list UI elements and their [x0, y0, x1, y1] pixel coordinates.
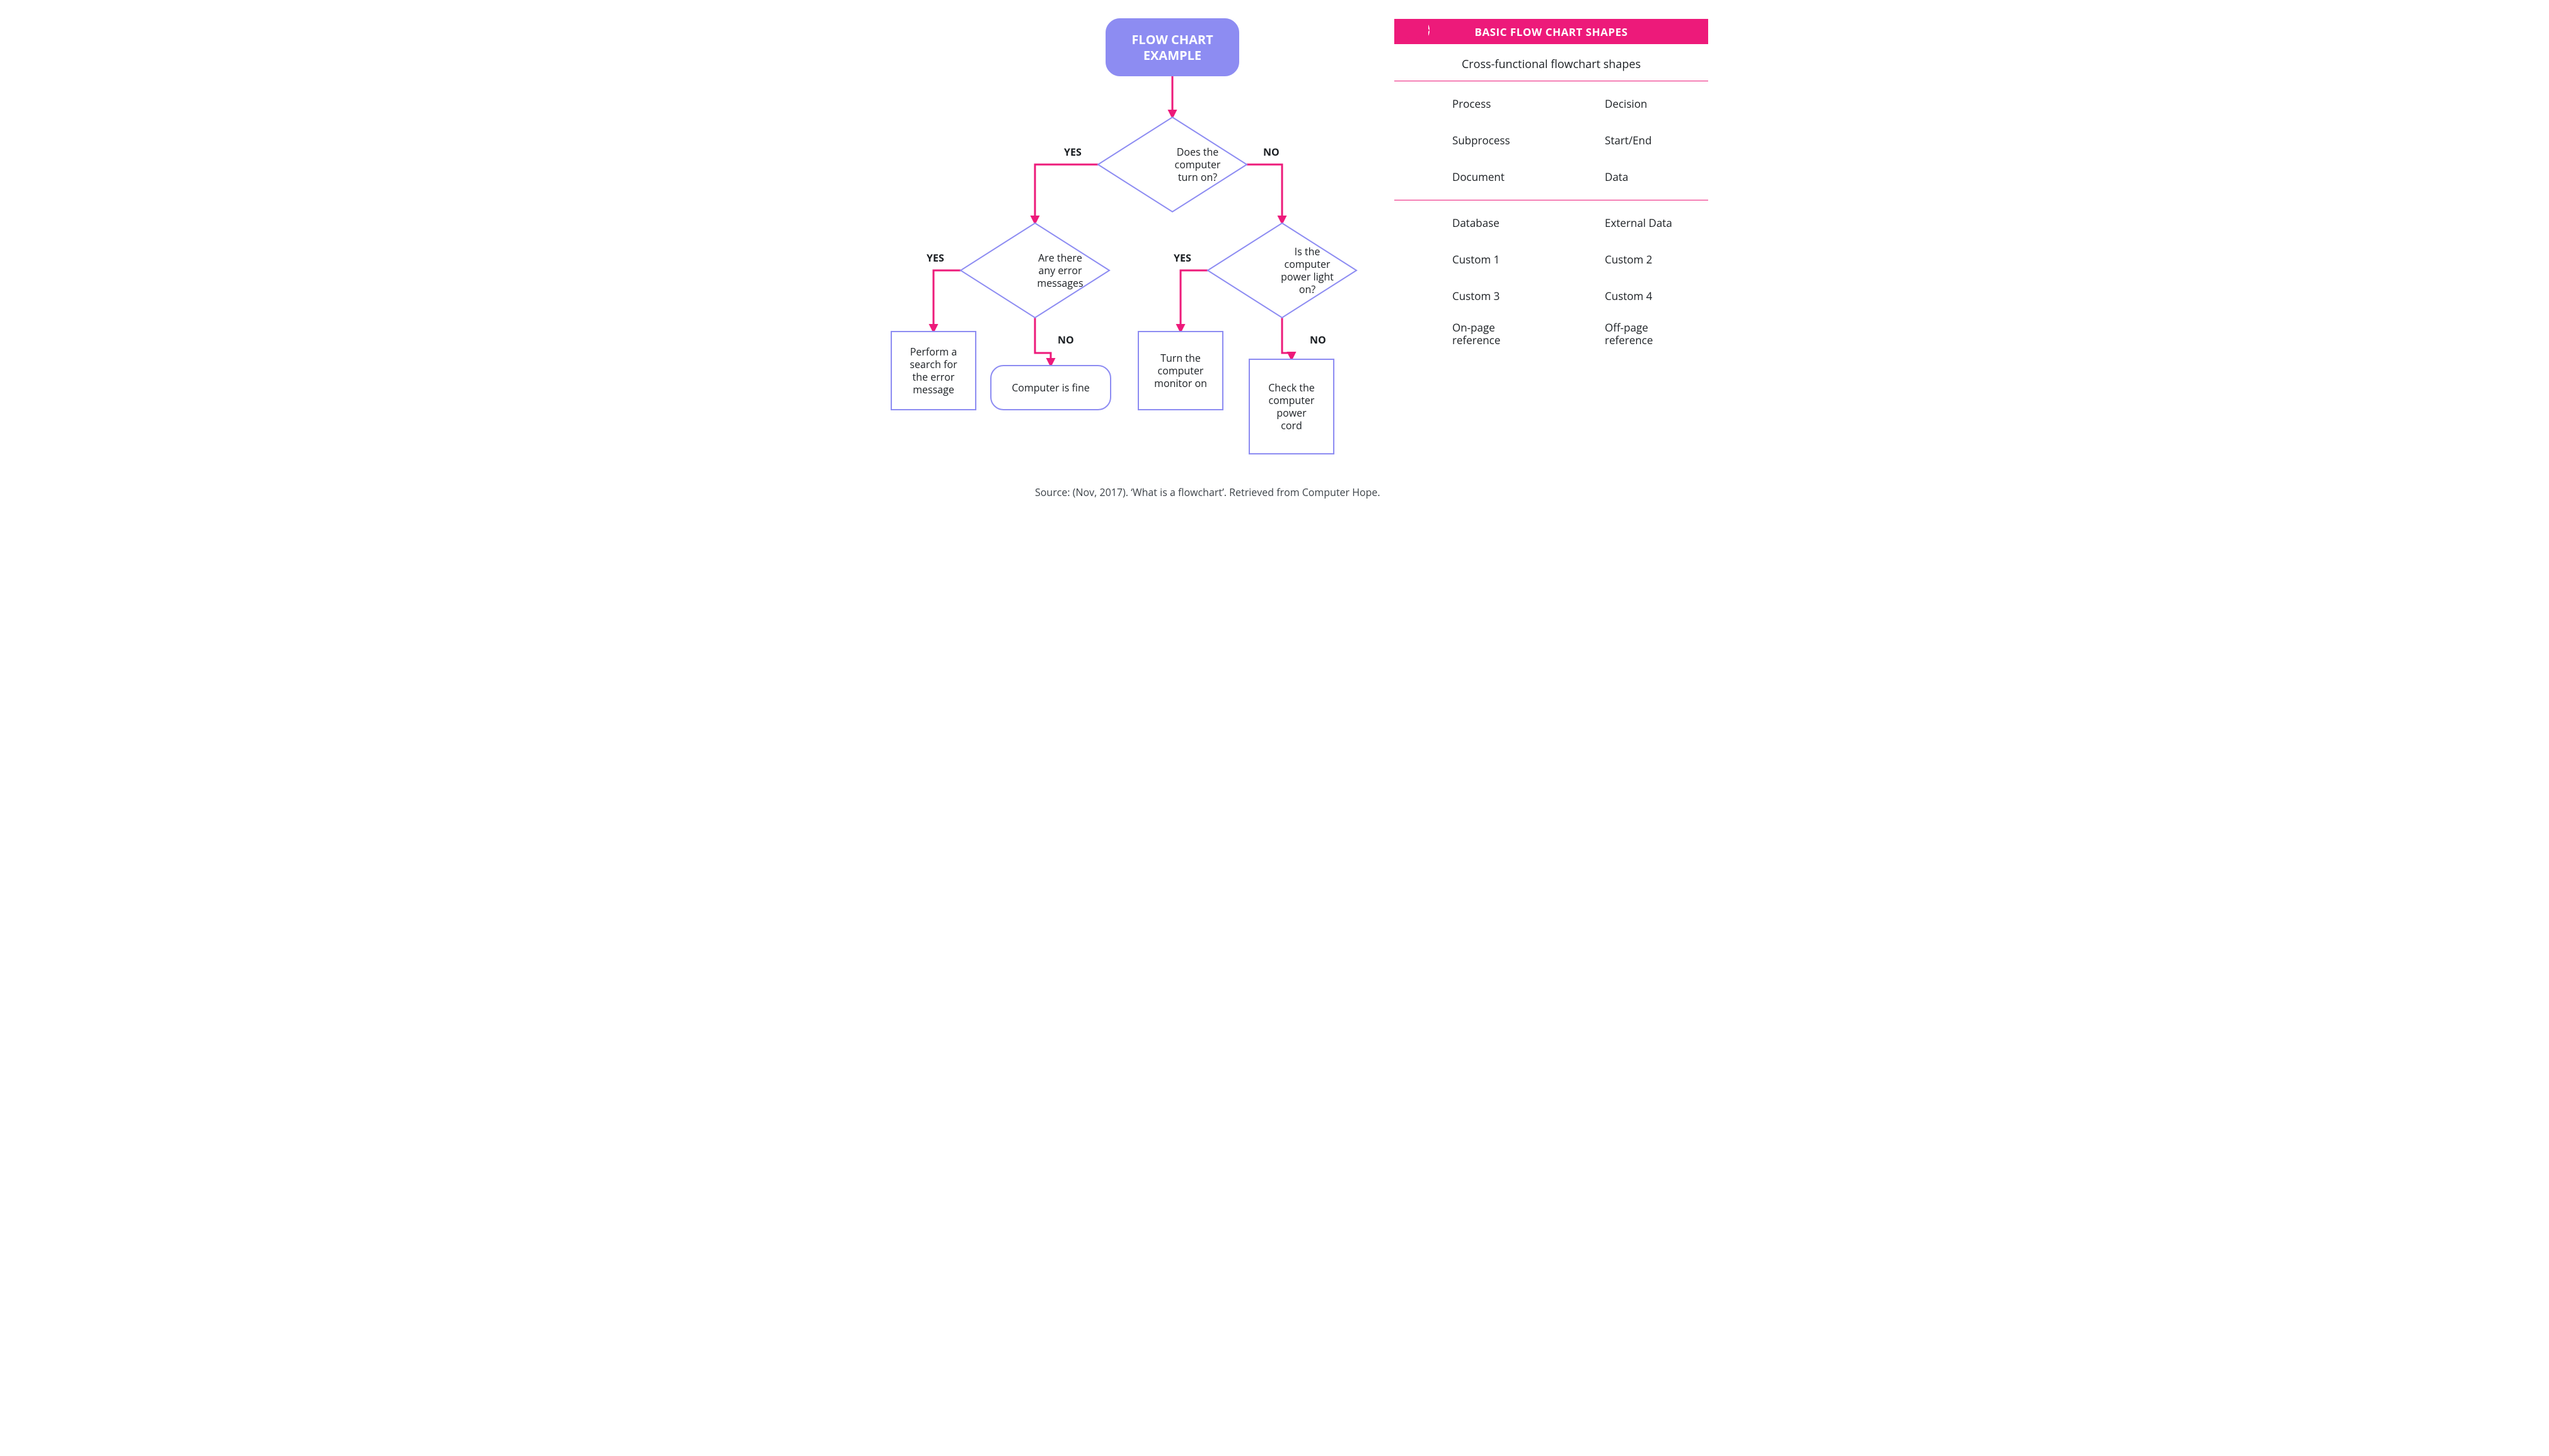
- process-icon: [1404, 93, 1441, 115]
- flow-edge: [1035, 318, 1051, 366]
- edge-label: YES: [1064, 145, 1082, 159]
- edge-label: NO: [1058, 333, 1074, 347]
- legend-item-label: Subprocess: [1452, 134, 1510, 147]
- legend-panel: BASIC FLOW CHART SHAPES Cross-functional…: [1394, 19, 1708, 350]
- legend-item-label: Document: [1452, 171, 1505, 183]
- legend-subtitle: Cross-functional flowchart shapes: [1394, 44, 1708, 81]
- legend-item-decision: Decision: [1557, 93, 1698, 115]
- legend-item-subprocess: Subprocess: [1404, 129, 1546, 152]
- diagram-stage: BASIC FLOW CHART SHAPES Cross-functional…: [821, 0, 1728, 518]
- edge-label: YES: [927, 251, 944, 265]
- data-icon: [1557, 166, 1593, 188]
- legend-item-process: Process: [1404, 93, 1546, 115]
- custom3-icon: [1404, 285, 1441, 308]
- legend-item-label: Custom 1: [1452, 253, 1500, 266]
- legend-item-label: Database: [1452, 217, 1500, 229]
- edge-label: YES: [1174, 251, 1191, 265]
- legend-banner-text: BASIC FLOW CHART SHAPES: [1475, 25, 1628, 39]
- legend-item-custom2: Custom 2: [1557, 248, 1698, 271]
- legend-section-1: Process Decision Subprocess Start/End Docume…: [1394, 81, 1708, 192]
- flow-node-label: Does the computer turn on?: [1123, 117, 1272, 212]
- legend-item-custom4: Custom 4: [1557, 285, 1698, 308]
- database-icon: [1404, 212, 1441, 234]
- flow-node-label: Are there any error messages: [986, 223, 1135, 318]
- custom4-icon: [1557, 285, 1593, 308]
- legend-item-custom3: Custom 3: [1404, 285, 1546, 308]
- custom2-icon: [1557, 248, 1593, 271]
- source-citation: Source: (Nov, 2017). ‘What is a flowchar…: [1035, 485, 1380, 499]
- legend-item-document: Document: [1404, 166, 1546, 188]
- decision-icon: [1557, 93, 1593, 115]
- legend-item-startend: Start/End: [1557, 129, 1698, 152]
- legend-item-label: Off-page reference: [1605, 321, 1653, 346]
- document-icon: [1404, 166, 1441, 188]
- legend-item-onpage: On-page reference: [1404, 321, 1546, 346]
- legend-item-label: Start/End: [1605, 134, 1651, 147]
- flow-edge: [933, 270, 961, 332]
- edge-label: NO: [1310, 333, 1326, 347]
- flow-node-label: Turn the computer monitor on: [1138, 332, 1223, 410]
- flow-node-label: Is the computer power light on?: [1233, 223, 1382, 318]
- flow-node-label: FLOW CHART EXAMPLE: [1106, 19, 1239, 76]
- flow-edge: [1282, 318, 1292, 359]
- legend-item-custom1: Custom 1: [1404, 248, 1546, 271]
- legend-item-offpage: Off-page reference: [1557, 321, 1698, 346]
- legend-item-label: Custom 4: [1605, 290, 1652, 303]
- legend-item-extdata: External Data: [1557, 212, 1698, 234]
- extdata-icon: [1557, 212, 1593, 234]
- offpage-icon: [1557, 323, 1593, 345]
- flow-edge: [1181, 270, 1208, 332]
- legend-item-label: Custom 2: [1605, 253, 1652, 266]
- subprocess-icon: [1404, 129, 1441, 152]
- custom1-icon: [1404, 248, 1441, 271]
- legend-item-label: External Data: [1605, 217, 1672, 229]
- legend-item-label: On-page reference: [1452, 321, 1500, 346]
- onpage-icon: [1404, 323, 1441, 345]
- flow-node-label: Check the computer power cord: [1249, 359, 1334, 454]
- flow-node-label: Computer is fine: [991, 366, 1111, 410]
- legend-item-label: Custom 3: [1452, 290, 1500, 303]
- flow-edge: [1035, 165, 1098, 223]
- startend-icon: [1557, 129, 1593, 152]
- legend-item-database: Database: [1404, 212, 1546, 234]
- legend-item-label: Decision: [1605, 98, 1647, 110]
- flow-node-label: Perform a search for the error message: [891, 332, 976, 410]
- legend-item-data: Data: [1557, 166, 1698, 188]
- legend-section-2: Database External Data Custom 1 Custom 2 Cus…: [1394, 200, 1708, 350]
- legend-banner: BASIC FLOW CHART SHAPES: [1394, 19, 1708, 44]
- legend-item-label: Data: [1605, 171, 1628, 183]
- legend-item-label: Process: [1452, 98, 1491, 110]
